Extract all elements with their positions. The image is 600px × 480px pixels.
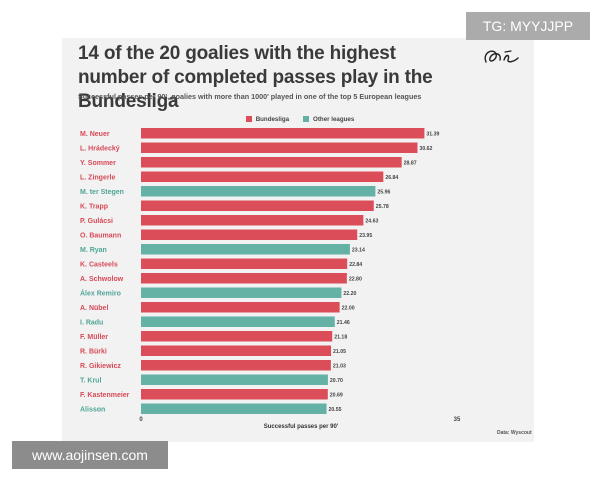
bar bbox=[141, 157, 402, 168]
category-label: P. Gulácsi bbox=[80, 218, 113, 225]
value-label: 22.84 bbox=[349, 262, 362, 268]
category-label: L. Zingerle bbox=[80, 175, 116, 182]
value-label: 24.63 bbox=[365, 219, 378, 225]
signature-logo bbox=[484, 50, 519, 63]
legend-label-bundesliga: Bundesliga bbox=[255, 115, 290, 123]
bar bbox=[141, 331, 333, 342]
value-label: 31.39 bbox=[426, 132, 439, 138]
value-label: 23.14 bbox=[352, 248, 365, 254]
bar bbox=[141, 258, 348, 269]
legend-swatch-bundesliga bbox=[245, 116, 252, 122]
bar bbox=[141, 244, 350, 255]
category-label: L. Hrádecký bbox=[80, 146, 120, 153]
category-label: K. Casteels bbox=[80, 262, 118, 269]
value-label: 26.84 bbox=[385, 175, 398, 181]
x-tick-label: 0 bbox=[139, 417, 143, 423]
bar bbox=[141, 171, 384, 182]
value-label: 21.05 bbox=[333, 349, 346, 355]
category-label: R. Bürki bbox=[80, 349, 107, 356]
bar bbox=[141, 215, 364, 226]
legend-swatch-other-leagues bbox=[303, 116, 310, 122]
legend-item-bundesliga: Bundesliga bbox=[245, 115, 290, 123]
category-label: A. Schwolow bbox=[80, 276, 124, 283]
value-label: 20.69 bbox=[330, 393, 343, 399]
bar bbox=[141, 128, 425, 139]
bar bbox=[141, 287, 342, 298]
bar bbox=[141, 345, 332, 356]
watermark-site: www.aojinsen.com bbox=[12, 441, 168, 469]
value-label: 25.96 bbox=[377, 190, 390, 196]
chart-subtitle: Successful passes per 90', goalies with … bbox=[78, 92, 422, 101]
chart-title: 14 of the 20 goalies with the highest nu… bbox=[78, 43, 433, 112]
bar bbox=[141, 302, 340, 313]
x-axis-label: Successful passes per 90' bbox=[263, 424, 339, 430]
bar bbox=[141, 374, 328, 385]
bar bbox=[141, 360, 331, 371]
category-label: M. Ryan bbox=[80, 247, 107, 254]
category-label: K. Trapp bbox=[80, 204, 108, 211]
watermark-tg: TG: MYYJJPP bbox=[466, 12, 590, 40]
category-label: F. Kastenmeier bbox=[80, 392, 130, 399]
category-label: Y. Sommer bbox=[80, 160, 116, 167]
chart-legend: Bundesliga Other leagues bbox=[0, 113, 600, 125]
value-label: 23.95 bbox=[359, 233, 372, 239]
category-label: O. Baumann bbox=[80, 233, 121, 240]
value-label: 22.80 bbox=[349, 277, 362, 283]
category-label: F. Müller bbox=[80, 334, 108, 341]
value-label: 21.46 bbox=[337, 320, 350, 326]
value-label: 21.03 bbox=[333, 364, 346, 370]
bar bbox=[141, 229, 358, 240]
x-tick-label: 35 bbox=[454, 417, 461, 423]
value-label: 30.62 bbox=[419, 146, 432, 152]
bar bbox=[141, 273, 347, 284]
value-label: 22.00 bbox=[342, 306, 355, 312]
category-label: A. Nübel bbox=[80, 305, 108, 312]
category-label: I. Radu bbox=[80, 320, 103, 327]
category-label: M. ter Stegen bbox=[80, 189, 124, 196]
bar bbox=[141, 316, 335, 327]
bar bbox=[141, 200, 374, 211]
legend-label-other-leagues: Other leagues bbox=[313, 115, 355, 123]
bar bbox=[141, 142, 418, 153]
value-label: 22.20 bbox=[343, 291, 356, 297]
value-label: 20.70 bbox=[330, 378, 343, 384]
category-label: Alisson bbox=[80, 407, 105, 414]
legend-item-other-leagues: Other leagues bbox=[303, 116, 354, 123]
category-label: M. Neuer bbox=[80, 131, 110, 138]
bar bbox=[141, 389, 328, 400]
value-label: 20.55 bbox=[329, 407, 342, 413]
value-label: 25.78 bbox=[376, 204, 389, 210]
data-source: Data: Wyscout bbox=[497, 430, 532, 436]
category-label: Álex Remiro bbox=[80, 289, 121, 298]
bar bbox=[141, 186, 376, 197]
value-label: 21.18 bbox=[334, 335, 347, 341]
category-label: R. Gikiewicz bbox=[80, 363, 121, 370]
category-label: T. Krul bbox=[80, 378, 101, 385]
value-label: 28.87 bbox=[404, 161, 417, 167]
bar bbox=[141, 403, 327, 414]
